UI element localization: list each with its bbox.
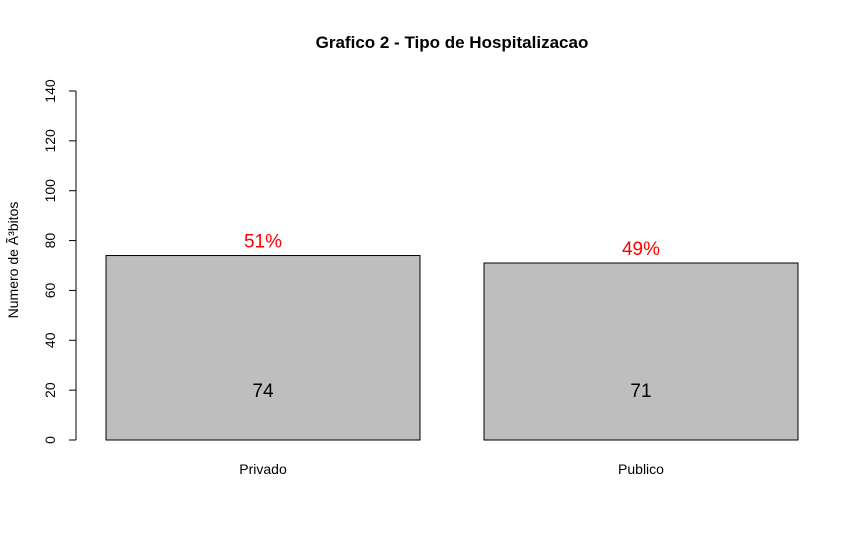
bar-privado — [105, 255, 421, 441]
bars-group: 51% 74 Privado 49% 71 Publico — [105, 232, 799, 477]
bar-value-label: 71 — [630, 381, 651, 402]
y-tick-label: 140 — [42, 79, 58, 103]
y-tick-label: 20 — [42, 382, 58, 398]
y-axis-label: Numero de Ã³bitos — [5, 202, 21, 319]
bar-publico — [483, 262, 799, 441]
y-tick-label: 80 — [42, 233, 58, 249]
y-tick-label: 0 — [42, 436, 58, 444]
x-category-label: Publico — [618, 461, 664, 477]
x-category-label: Privado — [239, 461, 287, 477]
y-axis-ticks: 0 20 40 60 80 100 120 140 — [42, 79, 76, 444]
bar-value-label: 74 — [252, 381, 274, 402]
chart-title: Grafico 2 - Tipo de Hospitalizacao — [316, 33, 589, 52]
bar-percent-label: 49% — [622, 239, 660, 260]
bar-percent-label: 51% — [244, 232, 282, 253]
y-tick-label: 100 — [42, 179, 58, 203]
y-tick-label: 60 — [42, 282, 58, 298]
y-tick-label: 40 — [42, 332, 58, 348]
y-tick-label: 120 — [42, 129, 58, 153]
